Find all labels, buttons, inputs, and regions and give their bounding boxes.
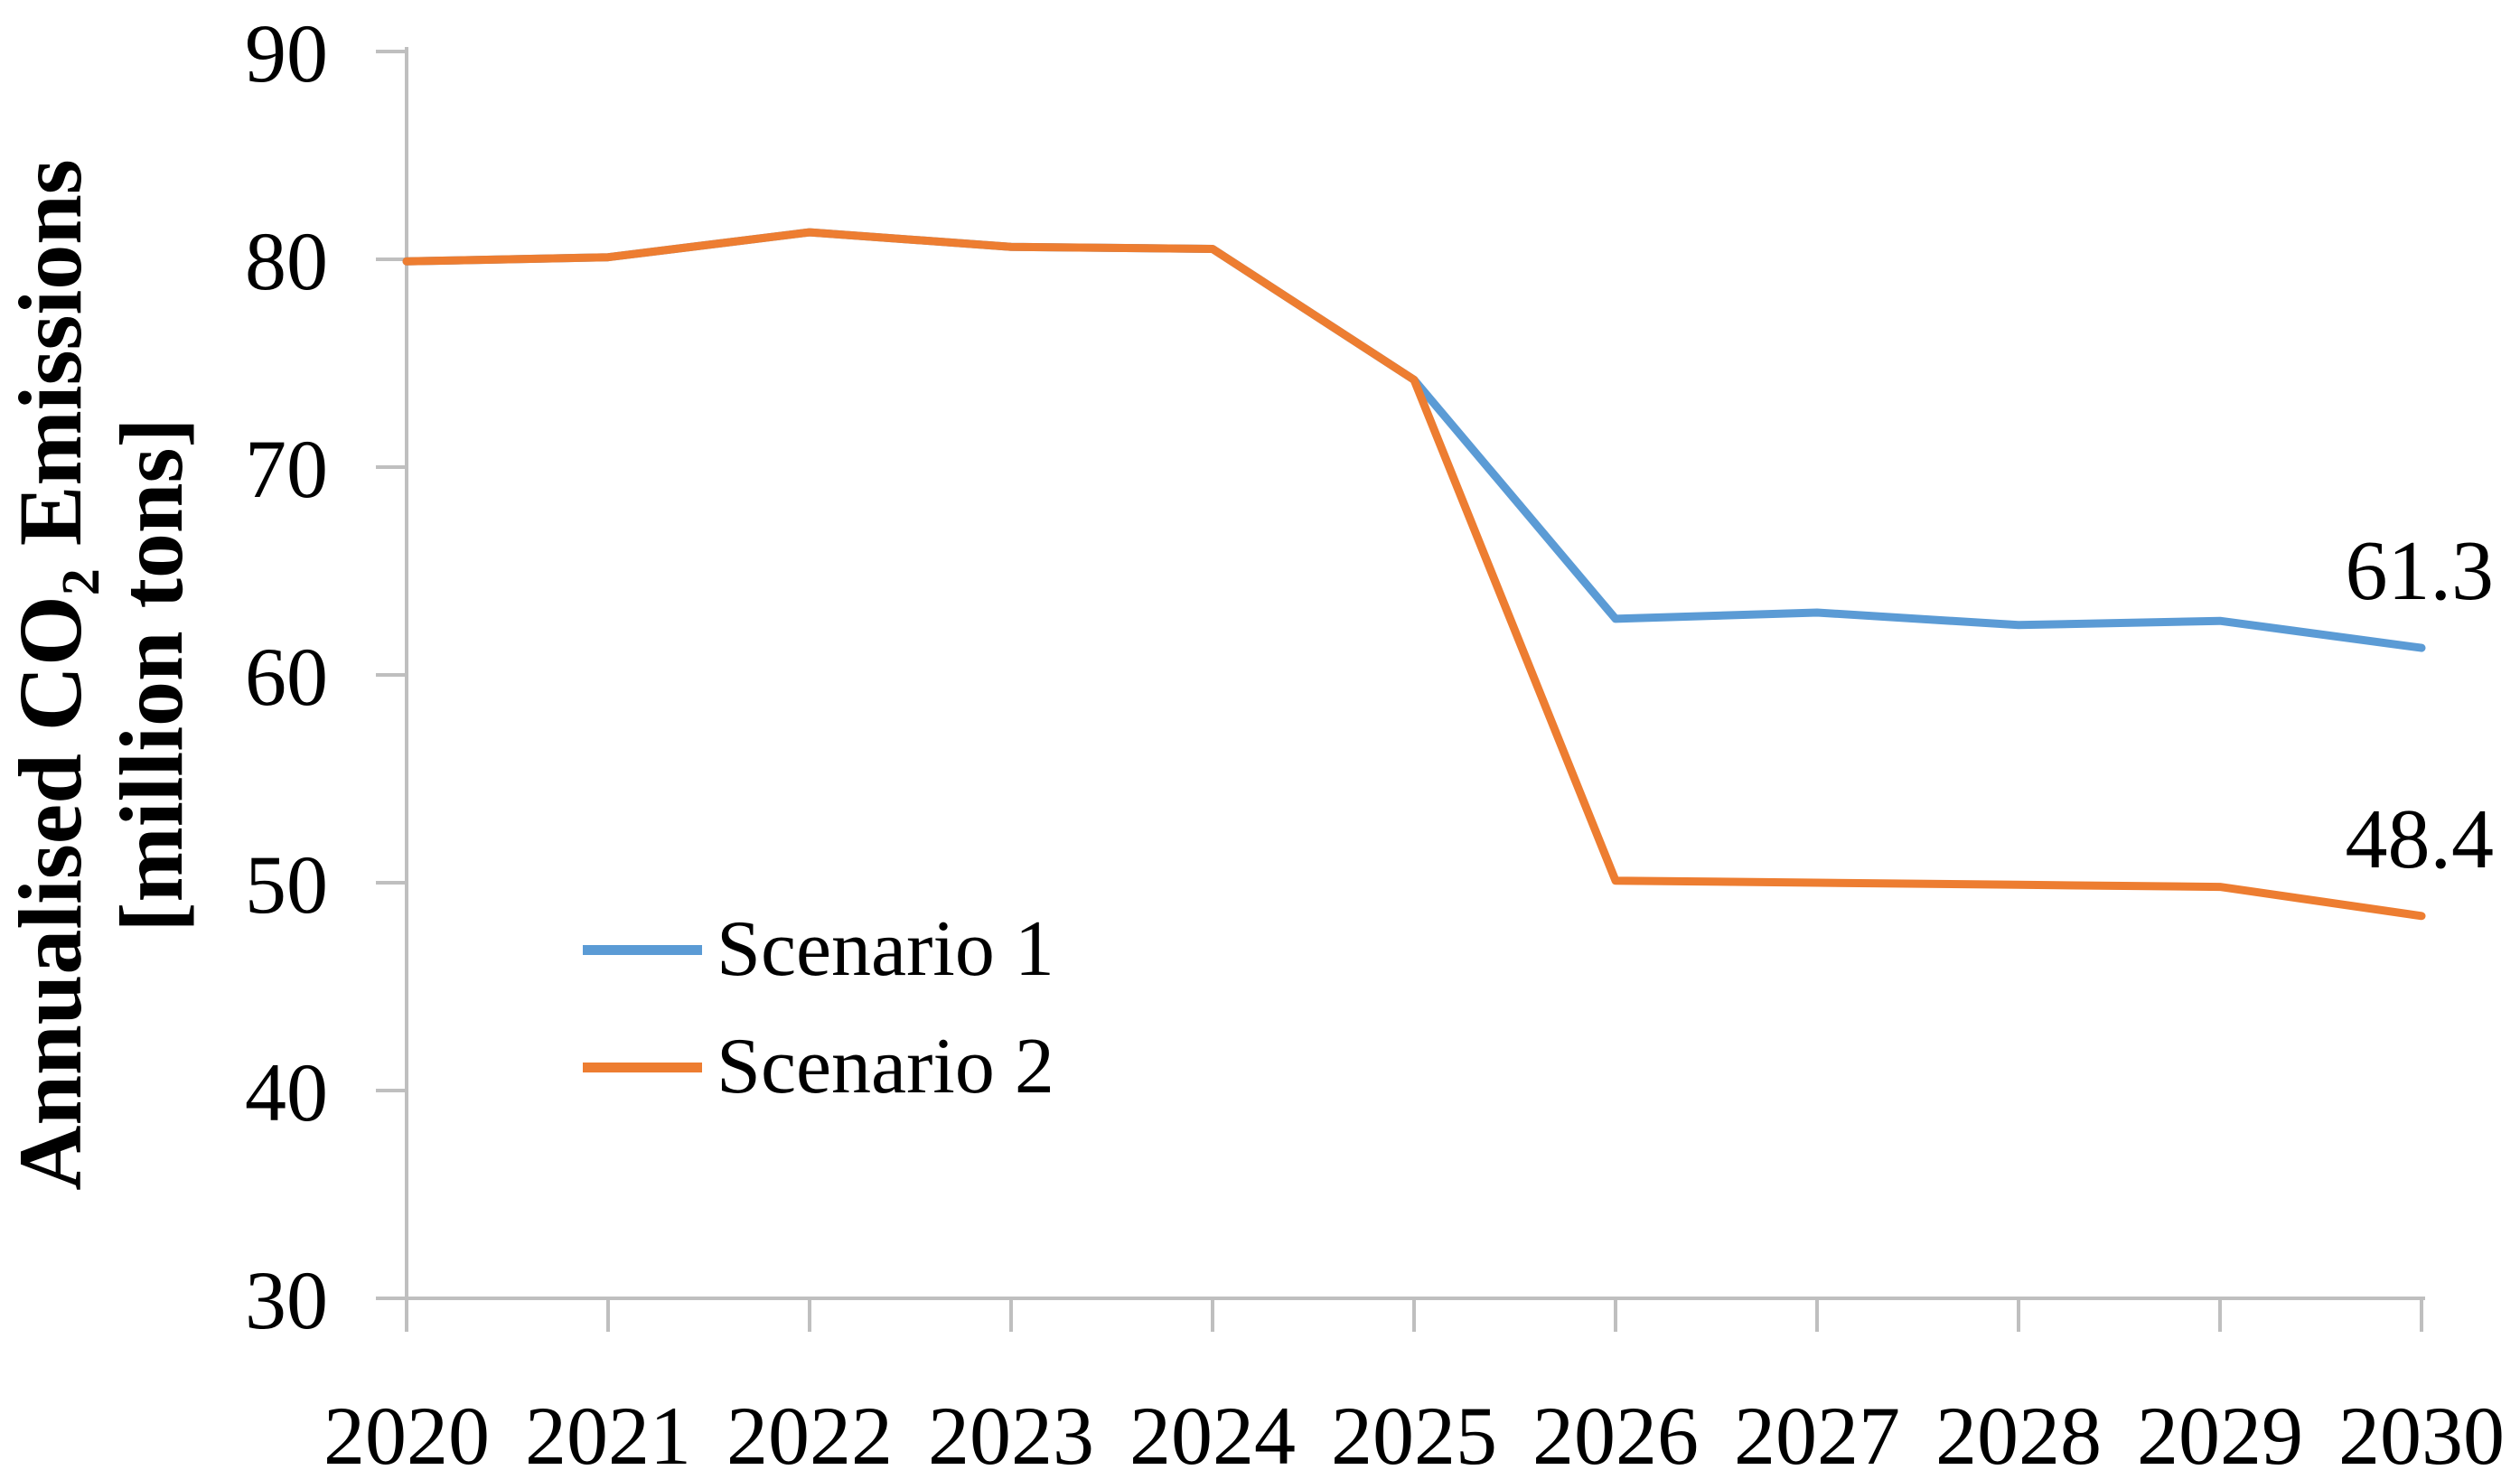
y-axis-title-line1: Annualised CO₂ Emissions [0, 159, 100, 1191]
y-tick-label: 90 [245, 7, 328, 99]
legend-label-scenario-2: Scenario 2 [717, 1023, 1054, 1110]
series-line-scenario-2 [402, 228, 2426, 921]
x-tick-label: 2024 [1129, 1390, 1296, 1470]
legend-item-scenario-1: Scenario 1 [583, 902, 1054, 997]
data-label-scenario-2-final: 48.4 [2345, 792, 2495, 886]
data-label-scenario-1-final: 61.3 [2345, 524, 2495, 618]
x-tick-label: 2026 [1532, 1390, 1699, 1470]
legend-swatch-scenario-2 [583, 1062, 702, 1072]
y-tick-label: 80 [245, 215, 328, 307]
legend-swatch-scenario-1 [583, 944, 702, 955]
legend-label-scenario-1: Scenario 1 [717, 905, 1054, 993]
x-tick-label: 2027 [1734, 1390, 1900, 1470]
legend-item-scenario-2: Scenario 2 [583, 1019, 1054, 1115]
x-tick-label: 2023 [928, 1390, 1094, 1470]
y-tick-label: 40 [245, 1046, 328, 1138]
legend: Scenario 1 Scenario 2 [583, 902, 1054, 1137]
y-axis-title-line2: [million tons] [101, 417, 201, 932]
x-tick-label: 2022 [726, 1390, 893, 1470]
x-tick-label: 2030 [2338, 1390, 2505, 1470]
y-axis-title: Annualised CO₂ Emissions [million tons] [0, 42, 208, 1307]
series-line-scenario-1 [402, 228, 2426, 652]
y-tick-label: 30 [245, 1254, 328, 1346]
x-tick-label: 2020 [323, 1390, 490, 1470]
x-tick-label: 2029 [2137, 1390, 2303, 1470]
y-tick-label: 70 [245, 423, 328, 515]
x-tick-label: 2021 [525, 1390, 691, 1470]
y-tick-label: 60 [245, 631, 328, 723]
x-tick-label: 2028 [1935, 1390, 2102, 1470]
y-tick-label: 50 [245, 838, 328, 931]
x-tick-label: 2025 [1331, 1390, 1497, 1470]
